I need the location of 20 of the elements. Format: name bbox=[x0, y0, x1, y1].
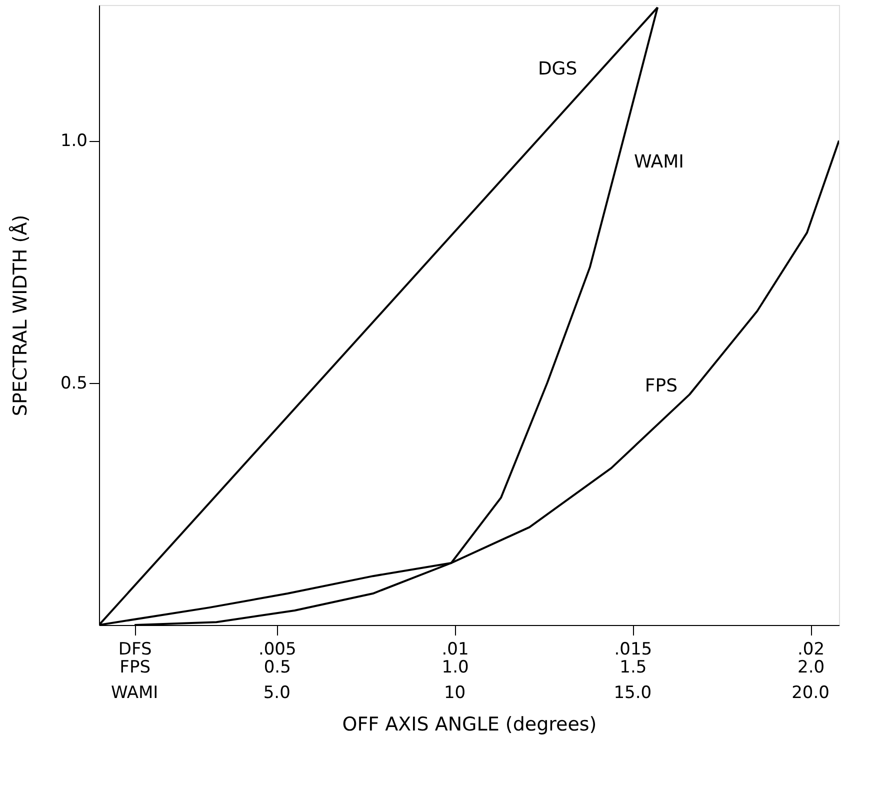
text: 15.0 bbox=[614, 683, 652, 703]
y-axis-title: SPECTRAL WIDTH (Å) bbox=[8, 214, 32, 416]
x2-tick-label: 1.5 bbox=[620, 658, 647, 678]
x-tick-label: .01 bbox=[442, 640, 469, 660]
x-tick-label: DFS bbox=[118, 640, 152, 660]
x2-tick-label: 1.0 bbox=[442, 658, 469, 678]
series-label: DGS bbox=[538, 58, 578, 80]
series-label: FPS bbox=[644, 375, 678, 396]
text: 10 bbox=[444, 683, 466, 703]
series-label: WAMI bbox=[634, 152, 684, 172]
x-tick-label: .02 bbox=[798, 640, 825, 660]
x2-tick-label: 0.5 bbox=[264, 658, 291, 678]
text: 20.0 bbox=[792, 683, 830, 703]
x2-tick-label: 2.0 bbox=[798, 658, 825, 678]
text: WAMI bbox=[110, 683, 158, 703]
text: 5.0 bbox=[263, 683, 290, 703]
x-tick-label: .005 bbox=[258, 640, 296, 660]
x2-tick-label: FPS bbox=[120, 658, 150, 678]
x-tick-label: .015 bbox=[614, 640, 652, 660]
x-axis-title: OFF AXIS ANGLE (degrees) bbox=[342, 714, 597, 736]
